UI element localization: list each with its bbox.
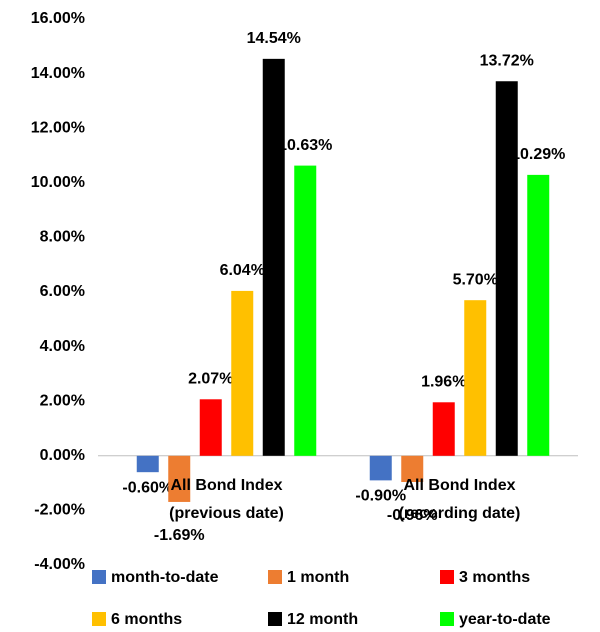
bar <box>168 455 191 502</box>
y-tick-label: 16.00% <box>31 10 85 27</box>
legend-label: 3 months <box>459 569 530 586</box>
y-tick-label: 2.00% <box>40 392 85 409</box>
legend-label: 6 months <box>111 611 182 628</box>
data-label: -0.90% <box>355 488 406 505</box>
data-label: -0.60% <box>122 479 173 496</box>
bar <box>136 455 159 473</box>
bar <box>231 290 254 456</box>
data-label: 10.29% <box>511 146 565 163</box>
bar <box>527 174 550 456</box>
y-tick-label: 0.00% <box>40 447 85 464</box>
x-tick-label: All Bond Index (recording date) <box>398 477 521 522</box>
legend-marker <box>268 570 282 584</box>
y-tick-label: -4.00% <box>34 556 85 573</box>
y-tick-label: 4.00% <box>40 338 85 355</box>
bar <box>401 455 424 483</box>
data-label: 2.07% <box>188 371 233 388</box>
y-tick-label: 10.00% <box>31 174 85 191</box>
data-label: -1.69% <box>154 527 205 544</box>
data-label: -0.96% <box>387 507 438 524</box>
y-tick-label: 6.00% <box>40 283 85 300</box>
legend-marker <box>268 612 282 626</box>
data-label: 5.70% <box>453 271 498 288</box>
legend-label: 1 month <box>287 569 349 586</box>
bar <box>262 58 285 456</box>
data-label: 14.54% <box>247 30 301 47</box>
data-label: 10.63% <box>278 137 332 154</box>
bar <box>495 81 518 456</box>
data-label: 13.72% <box>480 52 534 69</box>
bar <box>199 399 222 456</box>
y-tick-label: 12.00% <box>31 119 85 136</box>
legend-marker <box>92 570 106 584</box>
data-label: 1.96% <box>421 374 466 391</box>
bar <box>432 402 455 456</box>
legend-marker <box>92 612 106 626</box>
legend-marker <box>440 570 454 584</box>
bar <box>464 300 487 456</box>
x-tick-label: All Bond Index (previous date) <box>169 477 284 522</box>
y-tick-label: -2.00% <box>34 502 85 519</box>
legend-label: month-to-date <box>111 569 219 586</box>
y-tick-label: 14.00% <box>31 65 85 82</box>
legend-label: 12 month <box>287 611 358 628</box>
bar <box>294 165 317 456</box>
y-tick-label: 8.00% <box>40 229 85 246</box>
legend-label: year-to-date <box>459 611 551 628</box>
legend-marker <box>440 612 454 626</box>
data-label: 6.04% <box>220 262 265 279</box>
bar <box>369 455 392 481</box>
